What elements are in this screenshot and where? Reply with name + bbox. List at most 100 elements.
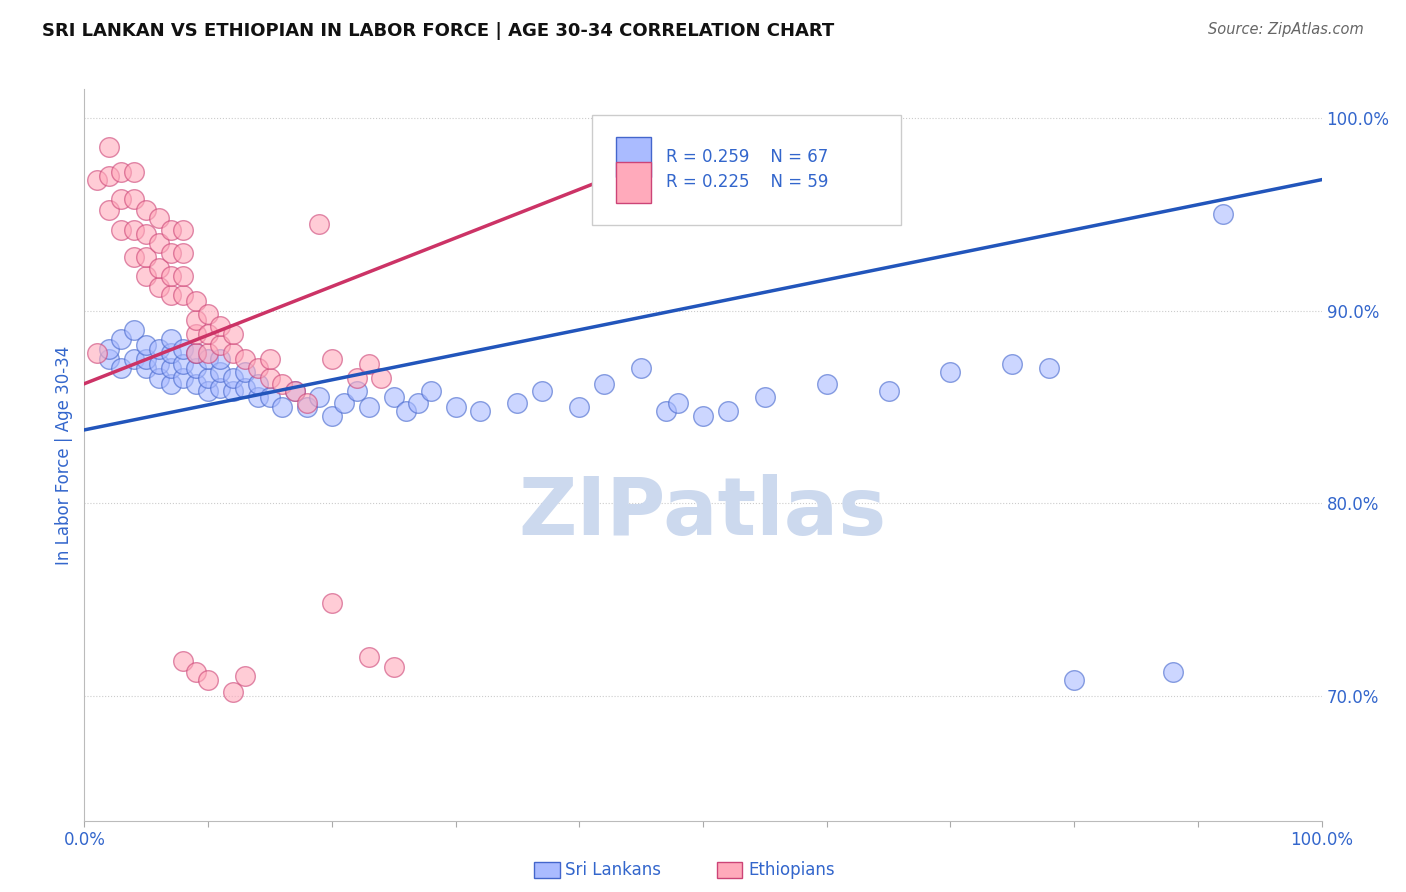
Point [271,376,294,391]
Point [110,165,132,179]
Point [135,203,157,218]
Y-axis label: In Labor Force | Age 30-34: In Labor Force | Age 30-34 [55,345,73,565]
Point [233,351,256,366]
Point [172,371,194,385]
Point [209,380,232,394]
Point [259,390,281,404]
Text: SRI LANKAN VS ETHIOPIAN IN LABOR FORCE | AGE 30-34 CORRELATION CHART: SRI LANKAN VS ETHIOPIAN IN LABOR FORCE |… [42,22,834,40]
Point [197,351,219,366]
Point [209,365,232,379]
Point [246,376,269,391]
Point [630,361,652,376]
Point [1001,358,1024,372]
Point [419,384,441,399]
Point [98,203,121,218]
Point [122,250,145,264]
Point [568,400,591,414]
Point [233,365,256,379]
Point [135,250,157,264]
Text: Sri Lankans: Sri Lankans [565,861,661,879]
Point [222,371,245,385]
Point [184,376,207,391]
Point [160,268,183,283]
Point [593,376,616,391]
Point [122,192,145,206]
Text: ZIPatlas: ZIPatlas [519,475,887,552]
Point [1212,207,1234,221]
Point [222,346,245,360]
Point [222,326,245,341]
Point [184,361,207,376]
Point [184,346,207,360]
Point [160,245,183,260]
Point [1038,361,1060,376]
Point [692,409,714,424]
Point [148,211,170,226]
Point [135,351,157,366]
Point [308,390,330,404]
Point [197,307,219,321]
Bar [616,162,651,202]
Point [717,403,740,417]
Point [295,400,318,414]
Point [408,396,430,410]
Point [357,650,380,665]
Point [184,665,207,680]
Point [148,371,170,385]
Point [160,223,183,237]
Point [209,351,232,366]
Point [382,659,405,673]
Point [233,669,256,683]
Text: R = 0.259    N = 67: R = 0.259 N = 67 [666,148,828,166]
Point [321,409,343,424]
Point [172,358,194,372]
Point [506,396,529,410]
Point [148,342,170,356]
Point [197,326,219,341]
Point [370,371,392,385]
Point [135,268,157,283]
Point [222,384,245,399]
Point [148,236,170,251]
Point [86,172,108,186]
Point [110,333,132,347]
Point [135,361,157,376]
Point [531,384,554,399]
Point [259,351,281,366]
Point [122,165,145,179]
Point [284,384,307,399]
Point [160,361,183,376]
Point [357,400,380,414]
Point [877,384,900,399]
Point [172,288,194,302]
Point [172,223,194,237]
Bar [616,136,651,177]
Point [98,169,121,183]
Point [148,280,170,294]
Point [148,358,170,372]
Point [666,396,689,410]
Point [197,371,219,385]
Point [233,380,256,394]
Point [321,596,343,610]
Point [148,261,170,276]
Point [184,293,207,308]
Point [470,403,492,417]
Point [395,403,418,417]
Point [209,338,232,352]
Point [160,333,183,347]
Point [382,390,405,404]
Point [98,140,121,154]
Point [86,346,108,360]
Point [209,318,232,333]
Text: Source: ZipAtlas.com: Source: ZipAtlas.com [1208,22,1364,37]
Point [110,361,132,376]
Point [357,358,380,372]
Point [122,351,145,366]
Point [172,268,194,283]
Point [172,245,194,260]
Point [444,400,467,414]
Point [1063,673,1085,687]
Point [122,323,145,337]
Point [172,654,194,668]
